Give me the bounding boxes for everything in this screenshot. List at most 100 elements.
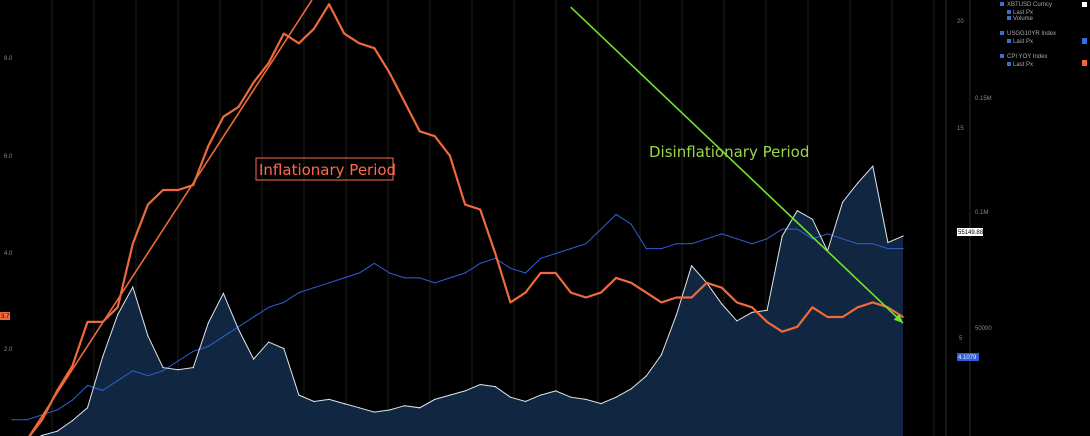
- btc-point: [373, 411, 375, 413]
- yield-point: [660, 248, 663, 250]
- btc-point: [766, 309, 768, 311]
- btc-point: [645, 375, 647, 377]
- yield-point: [781, 228, 783, 230]
- yield-point: [555, 252, 557, 255]
- left-tick-label: 6.0: [4, 154, 13, 160]
- right-tick-label: 15: [957, 126, 964, 132]
- cpi-point: [615, 277, 617, 279]
- yield-point: [540, 257, 542, 259]
- btc-point: [736, 320, 738, 322]
- btc-price-line: [39, 165, 904, 436]
- yield-point: [11, 419, 13, 421]
- btc-point: [796, 210, 798, 212]
- legend-security-btc: XBTUSD Curncy: [1007, 2, 1052, 8]
- legend-security-cpi: CPI YOY Index: [1007, 54, 1047, 60]
- yield-point: [71, 399, 73, 401]
- yield-point: [675, 243, 678, 245]
- cpi-point: [811, 306, 814, 309]
- btc-point: [268, 341, 270, 343]
- legend: XBTUSD Curncy Last Px Volume USGG10YR In…: [998, 0, 1090, 72]
- cpi-point: [449, 154, 451, 157]
- yield-point: [630, 223, 632, 225]
- legend-checkbox[interactable]: [1007, 16, 1011, 20]
- btc-point: [887, 241, 889, 244]
- btc-area-layer: [12, 166, 903, 436]
- legend-checkbox[interactable]: [1000, 2, 1004, 6]
- btc-point: [555, 390, 557, 392]
- btc-point: [328, 398, 330, 400]
- yield-point: [721, 233, 723, 235]
- yield-point: [26, 419, 28, 421]
- yield-point: [449, 277, 451, 279]
- yield-point: [570, 248, 572, 250]
- right-tick-label: 20: [957, 19, 964, 25]
- cpi-point: [222, 115, 225, 118]
- btc-line-layer: [39, 165, 904, 436]
- cpi-point: [781, 330, 784, 333]
- btc-point: [56, 430, 58, 432]
- cpi-point: [736, 301, 738, 304]
- yield-point: [373, 262, 375, 264]
- inflation-label-box: [255, 157, 394, 181]
- btc-point: [781, 235, 783, 237]
- yield-point: [736, 238, 738, 240]
- btc-point: [419, 407, 421, 409]
- btc-point: [434, 398, 436, 400]
- btc-point: [162, 367, 164, 369]
- cpi-point: [841, 316, 844, 318]
- left-tick-label: 2.0: [4, 347, 13, 353]
- btc-point: [449, 394, 451, 396]
- cpi-point: [766, 321, 768, 323]
- legend-security-yield: USGG10YR Index: [1007, 31, 1056, 37]
- yield-point: [691, 243, 693, 245]
- legend-checkbox[interactable]: [1007, 62, 1011, 66]
- btc-point: [358, 407, 360, 409]
- legend-checkbox[interactable]: [1007, 10, 1011, 14]
- cpi-point: [343, 32, 346, 35]
- yield-point: [358, 272, 360, 274]
- yield-point: [313, 287, 315, 289]
- disinflation-trend-arrow: [570, 6, 904, 324]
- yield-point: [253, 316, 255, 318]
- cpi-point: [539, 272, 542, 274]
- yield-point: [147, 375, 149, 377]
- cpi-point: [690, 296, 693, 299]
- yield-point: [464, 272, 466, 274]
- yield-point: [222, 336, 224, 338]
- btc-point: [494, 386, 496, 388]
- cpi-point: [630, 281, 633, 284]
- btc-point: [872, 165, 874, 167]
- legend-checkbox[interactable]: [1007, 39, 1011, 43]
- yield-point: [328, 282, 330, 284]
- cpi-point: [856, 306, 859, 309]
- btc-point: [388, 409, 391, 411]
- cpi-point: [237, 106, 240, 108]
- legend-checkbox[interactable]: [1000, 54, 1004, 58]
- cpi-point: [524, 291, 527, 294]
- btc-point: [479, 383, 481, 386]
- yield-point: [509, 267, 511, 269]
- legend-item-btc-last-px: Last Px: [1013, 10, 1033, 16]
- btc-point: [721, 303, 723, 305]
- btc-point: [902, 235, 904, 237]
- btc-point: [811, 218, 814, 220]
- right-tick-label: 5: [959, 336, 963, 342]
- yield-point: [751, 243, 753, 245]
- yield-last-value-tag: [957, 353, 979, 361]
- cpi-point: [569, 291, 572, 294]
- inflation-label: Inflationary Period: [259, 161, 396, 179]
- yield-point: [645, 248, 647, 250]
- btc-point: [615, 396, 617, 398]
- legend-checkbox[interactable]: [1000, 31, 1004, 35]
- cpi-point: [554, 272, 557, 274]
- yield-point: [419, 277, 421, 279]
- legend-swatch-yield: [1082, 38, 1087, 44]
- cpi-point: [600, 291, 602, 294]
- inflation-trend-line: [28, 0, 313, 436]
- btc-point: [71, 420, 73, 422]
- btc-point: [313, 400, 315, 403]
- cpi-point: [207, 145, 210, 147]
- yield-point: [615, 213, 617, 215]
- cpi-point: [313, 27, 315, 30]
